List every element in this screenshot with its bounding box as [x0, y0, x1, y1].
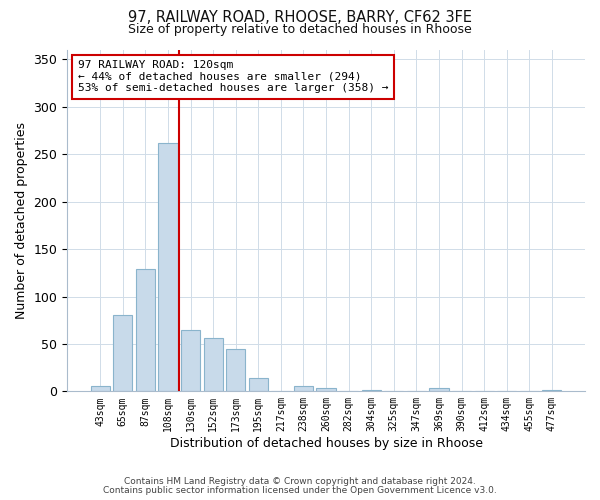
Bar [181, 330, 200, 392]
Text: Size of property relative to detached houses in Rhoose: Size of property relative to detached ho… [128, 22, 472, 36]
X-axis label: Distribution of detached houses by size in Rhoose: Distribution of detached houses by size … [170, 437, 482, 450]
Bar [294, 386, 313, 392]
Bar [249, 378, 268, 392]
Bar [91, 386, 110, 392]
Bar [316, 388, 335, 392]
Y-axis label: Number of detached properties: Number of detached properties [15, 122, 28, 319]
Bar [362, 390, 381, 392]
Bar [226, 348, 245, 392]
Bar [542, 390, 562, 392]
Bar [203, 338, 223, 392]
Bar [158, 143, 178, 392]
Text: 97 RAILWAY ROAD: 120sqm
← 44% of detached houses are smaller (294)
53% of semi-d: 97 RAILWAY ROAD: 120sqm ← 44% of detache… [77, 60, 388, 94]
Text: 97, RAILWAY ROAD, RHOOSE, BARRY, CF62 3FE: 97, RAILWAY ROAD, RHOOSE, BARRY, CF62 3F… [128, 10, 472, 25]
Bar [113, 314, 133, 392]
Bar [430, 388, 449, 392]
Bar [136, 269, 155, 392]
Text: Contains public sector information licensed under the Open Government Licence v3: Contains public sector information licen… [103, 486, 497, 495]
Text: Contains HM Land Registry data © Crown copyright and database right 2024.: Contains HM Land Registry data © Crown c… [124, 477, 476, 486]
